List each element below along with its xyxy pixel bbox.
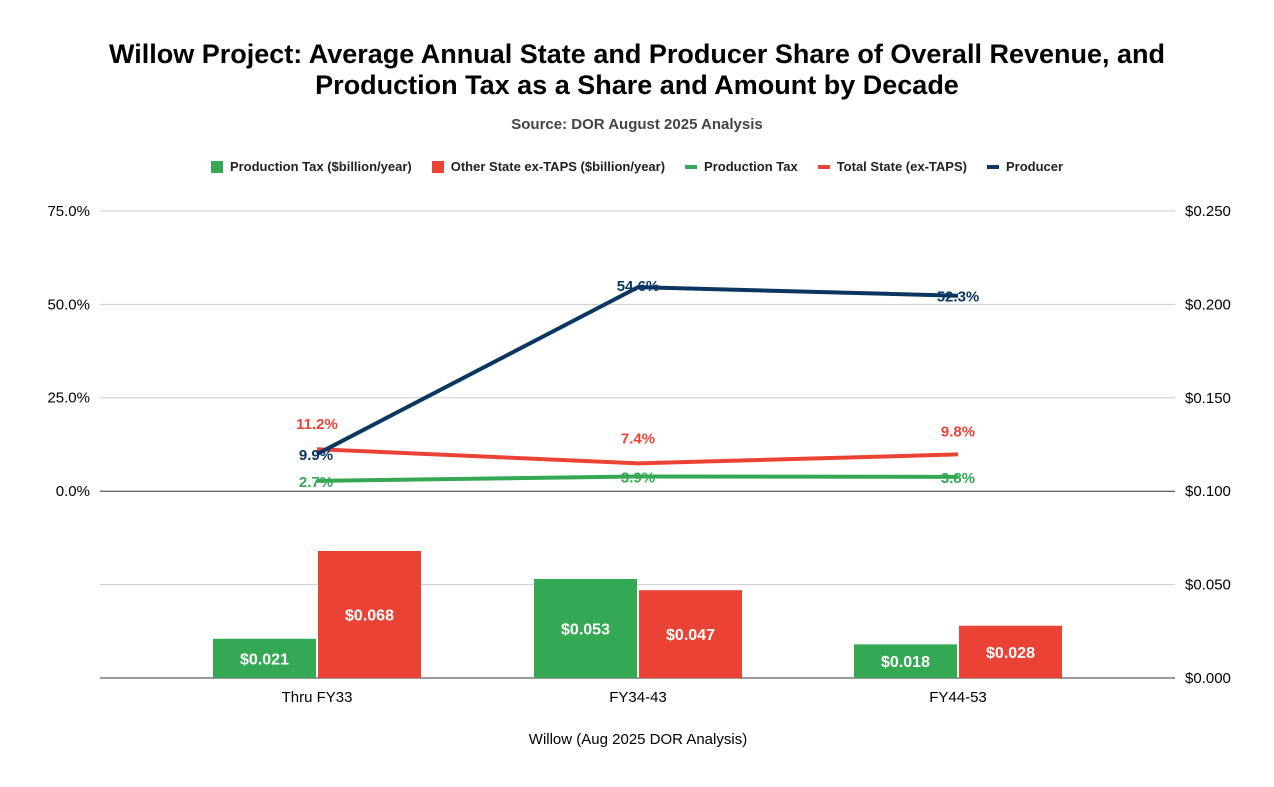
legend-item: Production Tax ($billion/year) <box>210 159 412 174</box>
line-data-label: 9.9% <box>299 447 333 464</box>
series-line <box>316 474 959 483</box>
x-tick-label: Thru FY33 <box>282 689 353 706</box>
bar <box>213 638 316 678</box>
bar <box>959 625 1062 678</box>
legend-label: Total State (ex-TAPS) <box>836 159 967 174</box>
line-data-label: 2.7% <box>299 474 333 491</box>
bar <box>318 550 421 678</box>
line-data-label: 52.3% <box>937 289 980 306</box>
bar-label: $0.028 <box>986 645 1035 662</box>
right-tick-label: $0.100 <box>1185 483 1231 500</box>
legend: Production Tax ($billion/year) Other Stat… <box>0 159 1274 174</box>
chart-title: Willow Project: Average Annual State and… <box>0 39 1274 101</box>
bar <box>639 590 742 678</box>
bar-label: $0.018 <box>881 654 930 671</box>
bar-label: $0.053 <box>561 621 610 638</box>
legend-line-icon <box>817 164 830 169</box>
legend-label: Producer <box>1005 159 1064 174</box>
line-data-label: 11.2% <box>296 416 338 433</box>
line-data-label: 3.8% <box>941 470 975 487</box>
bar-label: $0.047 <box>666 627 715 644</box>
legend-label: Production Tax ($billion/year) <box>229 159 412 174</box>
line-data-label: 9.8% <box>941 423 975 440</box>
legend-label: Production Tax <box>704 159 798 174</box>
legend-item: Production Tax <box>685 159 798 174</box>
legend-item: Producer <box>986 159 1064 174</box>
legend-item: Other State ex-TAPS ($billion/year) <box>431 159 666 174</box>
right-tick-label: $0.000 <box>1185 670 1231 687</box>
x-tick-label: FY44-53 <box>929 689 987 706</box>
legend-item: Total State (ex-TAPS) <box>817 159 967 174</box>
line-data-label: 7.4% <box>621 430 655 447</box>
bar-label: $0.068 <box>345 607 394 624</box>
chart-subtitle: Source: DOR August 2025 Analysis <box>511 116 763 133</box>
line-data-label: 3.9% <box>621 469 655 486</box>
left-tick-label: 25.0% <box>47 390 90 407</box>
left-tick-label: 75.0% <box>47 203 90 220</box>
x-tick-label: FY34-43 <box>609 689 667 706</box>
legend-swatch-icon <box>431 160 444 173</box>
legend-line-icon <box>685 164 698 169</box>
left-tick-label: 50.0% <box>47 296 90 313</box>
left-tick-label: 0.0% <box>56 483 90 500</box>
legend-label: Other State ex-TAPS ($billion/year) <box>450 159 666 174</box>
right-tick-label: $0.200 <box>1185 296 1231 313</box>
right-tick-label: $0.250 <box>1185 203 1231 220</box>
bar-label: $0.021 <box>240 651 289 668</box>
legend-swatch-icon <box>210 160 223 173</box>
title-line-1: Willow Project: Average Annual State and… <box>108 39 1166 69</box>
right-tick-label: $0.050 <box>1185 577 1231 594</box>
line-data-label: 54.6% <box>617 278 660 295</box>
bar <box>854 644 957 678</box>
x-axis-title: Willow (Aug 2025 DOR Analysis) <box>529 731 747 748</box>
bar <box>534 578 637 678</box>
right-tick-label: $0.150 <box>1185 390 1231 407</box>
series-line <box>316 285 959 456</box>
legend-line-icon <box>986 164 999 169</box>
series-line <box>316 447 959 466</box>
title-line-2: Production Tax as a Share and Amount by … <box>315 70 959 100</box>
